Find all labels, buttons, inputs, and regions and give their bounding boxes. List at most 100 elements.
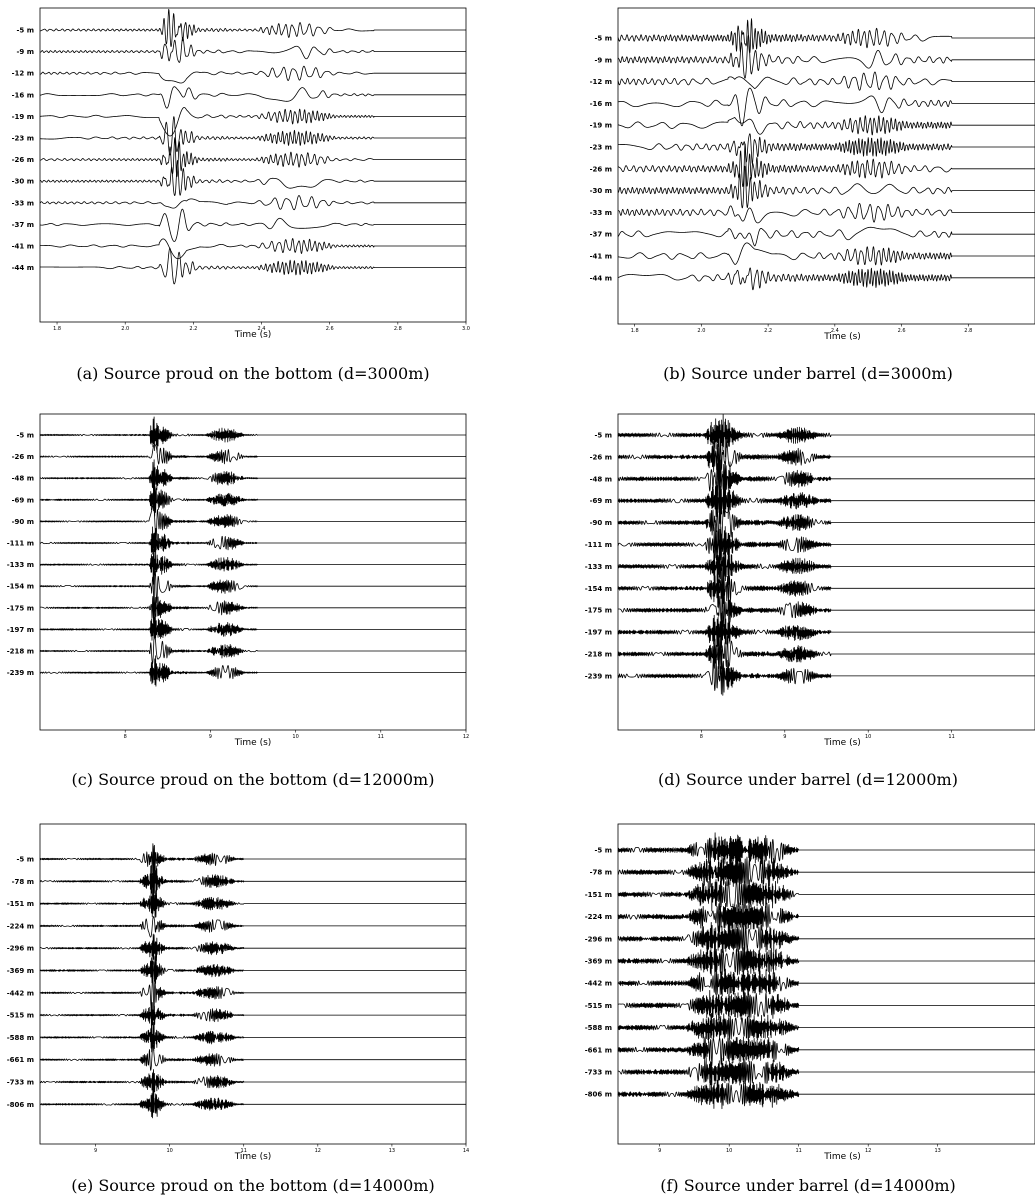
- depth-label: -26 m: [590, 453, 612, 461]
- depth-label: -733 m: [585, 1069, 612, 1077]
- depth-label: -133 m: [7, 561, 34, 569]
- depth-label: -9 m: [16, 48, 34, 56]
- seismogram-trace: [617, 502, 1035, 547]
- depth-label: -588 m: [7, 1034, 34, 1042]
- seismogram-trace: [39, 416, 467, 454]
- seismogram-trace: [39, 843, 467, 876]
- seismogram-trace: [39, 65, 467, 84]
- chart-svg-e: -5 m -78 m -151 m -224 m -296 m -369 m -442 m -…: [7, 823, 469, 1162]
- caption-d: (d) Source under barrel (d=12000m): [658, 770, 958, 789]
- x-tick-label: 9: [94, 1148, 97, 1154]
- seismogram-trace: [617, 546, 1035, 586]
- seismogram-trace: [39, 613, 467, 641]
- chart-svg-f: -5 m -78 m -151 m -224 m -296 m -369 m -442 m -…: [585, 823, 1035, 1162]
- seismogram-trace: [39, 1044, 467, 1071]
- depth-label: -12 m: [590, 78, 612, 86]
- x-tick-label: 9: [783, 734, 786, 740]
- depth-label: -33 m: [12, 199, 34, 207]
- depth-label: -515 m: [7, 1012, 34, 1020]
- plot-frame: [39, 823, 467, 1145]
- seismogram-trace: [39, 479, 467, 517]
- seismogram-trace: [39, 116, 467, 156]
- x-tick-label: 12: [463, 734, 469, 740]
- depth-label: -197 m: [585, 629, 612, 637]
- seismogram-trace: [39, 86, 467, 109]
- chart-panel-d: -5 m -26 m -48 m -69 m -90 m -111 m -133 m -154…: [578, 408, 1035, 753]
- seismogram-trace: [617, 966, 1035, 998]
- depth-label: -26 m: [12, 453, 34, 461]
- depth-label: -78 m: [12, 878, 34, 886]
- plot-frame: [39, 7, 467, 323]
- seismogram-trace: [39, 526, 467, 563]
- seismogram-trace: [617, 636, 1035, 675]
- seismogram-trace: [617, 657, 1035, 696]
- depth-label: -175 m: [7, 604, 34, 612]
- plot-frame: [617, 7, 1035, 325]
- x-tick-label: 2.0: [697, 328, 705, 334]
- depth-label: -296 m: [585, 935, 612, 943]
- seismogram-trace: [617, 1036, 1035, 1067]
- seismogram-trace: [617, 202, 1035, 224]
- depth-label: -69 m: [590, 497, 612, 505]
- depth-label: -442 m: [585, 980, 612, 988]
- x-tick-label: 14: [463, 1148, 469, 1154]
- x-tick-label: 13: [389, 1148, 395, 1154]
- depth-label: -41 m: [12, 243, 34, 251]
- depth-label: -733 m: [7, 1079, 34, 1087]
- depth-label: -296 m: [7, 945, 34, 953]
- seismogram-trace: [617, 457, 1035, 502]
- depth-label: -16 m: [12, 91, 34, 99]
- depth-label: -12 m: [12, 70, 34, 78]
- depth-label: -239 m: [7, 669, 34, 677]
- x-tick-label: 2.2: [764, 328, 772, 334]
- x-tick-label: 8: [124, 734, 127, 740]
- x-tick-label: 11: [241, 1148, 247, 1154]
- depth-label: -111 m: [7, 540, 34, 548]
- x-axis-label: Time (s): [823, 1152, 861, 1162]
- chart-svg-c: -5 m -26 m -48 m -69 m -90 m -111 m -133 m -154…: [7, 413, 469, 748]
- x-tick-label: 9: [209, 734, 212, 740]
- depth-label: -37 m: [590, 231, 612, 239]
- seismogram-trace: [39, 570, 467, 604]
- depth-label: -9 m: [594, 56, 612, 64]
- seismogram-trace: [617, 523, 1035, 566]
- depth-label: -806 m: [585, 1091, 612, 1099]
- depth-label: -133 m: [585, 563, 612, 571]
- depth-label: -16 m: [590, 100, 612, 108]
- seismogram-trace: [617, 479, 1035, 525]
- depth-label: -69 m: [12, 496, 34, 504]
- caption-e: (e) Source proud on the bottom (d=14000m…: [71, 1176, 435, 1195]
- seismogram-trace: [617, 18, 1035, 54]
- seismogram-trace: [617, 565, 1035, 609]
- seismogram-trace: [617, 611, 1035, 652]
- seismogram-trace: [617, 226, 1035, 247]
- seismogram-trace: [617, 921, 1035, 955]
- depth-label: -369 m: [585, 958, 612, 966]
- seismogram-trace: [39, 208, 467, 242]
- depth-label: -33 m: [590, 209, 612, 217]
- depth-label: -218 m: [7, 648, 34, 656]
- x-tick-label: 12: [315, 1148, 321, 1154]
- seismogram-trace: [617, 267, 1035, 291]
- seismogram-trace: [39, 631, 467, 665]
- depth-label: -26 m: [590, 165, 612, 173]
- depth-label: -5 m: [16, 432, 34, 440]
- chart-svg-d: -5 m -26 m -48 m -69 m -90 m -111 m -133 m -154…: [585, 413, 1035, 748]
- depth-label: -5 m: [16, 27, 34, 35]
- x-tick-label: 9: [658, 1148, 661, 1154]
- x-tick-label: 2.6: [898, 328, 906, 334]
- depth-label: -48 m: [590, 475, 612, 483]
- x-tick-label: 13: [935, 1148, 941, 1154]
- depth-label: -442 m: [7, 989, 34, 997]
- depth-label: -151 m: [585, 891, 612, 899]
- depth-label: -239 m: [585, 672, 612, 680]
- caption-c: (c) Source proud on the bottom (d=12000m…: [71, 770, 435, 789]
- seismogram-trace: [617, 165, 1035, 209]
- plot-frame: [617, 413, 1035, 731]
- depth-label: -369 m: [7, 967, 34, 975]
- caption-a: (a) Source proud on the bottom (d=3000m): [76, 364, 430, 383]
- x-tick-label: 11: [948, 734, 954, 740]
- seismogram-trace: [39, 865, 467, 901]
- seismogram-trace: [617, 438, 1035, 481]
- depth-label: -588 m: [585, 1024, 612, 1032]
